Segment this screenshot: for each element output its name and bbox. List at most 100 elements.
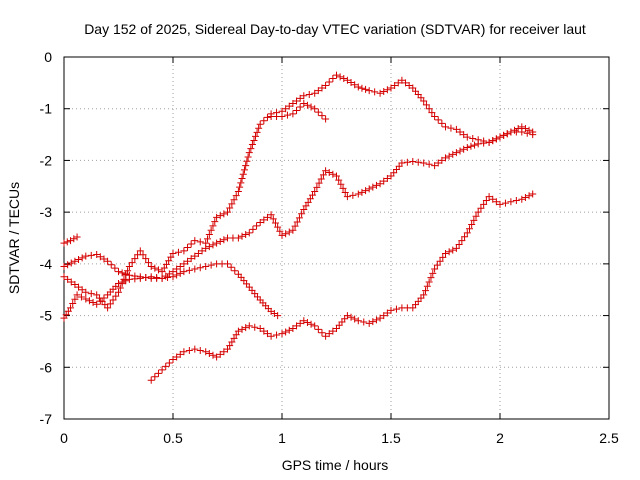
data-point (202, 348, 210, 356)
data-point (60, 262, 68, 270)
data-point (422, 287, 430, 295)
data-point (383, 309, 391, 317)
data-point (247, 145, 255, 153)
data-point (269, 215, 277, 223)
data-point (304, 198, 312, 206)
data-point (512, 197, 520, 205)
data-point (285, 326, 293, 334)
data-point (452, 149, 460, 157)
data-point (63, 238, 71, 246)
data-point (185, 346, 193, 354)
data-point (256, 218, 264, 226)
data-point (398, 159, 406, 167)
data-point (227, 263, 235, 271)
data-point (234, 327, 242, 335)
data-point (289, 325, 297, 332)
data-point (518, 128, 526, 136)
series-1 (60, 233, 81, 247)
data-point (253, 128, 261, 136)
data-point (180, 348, 188, 356)
data-point (180, 247, 188, 255)
data-point (398, 76, 406, 84)
series-4 (60, 71, 537, 312)
data-point (209, 222, 217, 230)
data-point (251, 323, 259, 331)
data-point (360, 318, 368, 326)
data-point (376, 180, 384, 188)
data-point (306, 195, 314, 203)
data-point (207, 261, 215, 269)
data-point (112, 292, 120, 300)
data-point (351, 315, 359, 323)
data-point (303, 318, 311, 326)
data-point (314, 108, 322, 116)
data-point (176, 269, 184, 277)
data-point (302, 202, 310, 210)
data-point (122, 271, 130, 279)
data-point (431, 112, 439, 120)
data-point (271, 219, 279, 227)
data-point (184, 243, 192, 251)
data-point (492, 198, 500, 206)
x-tick-label-3: 1.5 (381, 430, 401, 446)
data-point (238, 325, 246, 333)
data-point (162, 272, 170, 280)
data-point (315, 179, 323, 187)
plot-frame (63, 56, 610, 420)
data-point (104, 304, 112, 312)
y-tick-labels: 0 -1 -2 -3 -4 -5 -6 -7 (40, 49, 53, 427)
data-point (70, 235, 78, 243)
data-point (216, 350, 224, 358)
data-point (267, 211, 275, 219)
data-point (71, 281, 79, 289)
data-point (238, 175, 246, 183)
data-point (296, 103, 304, 111)
data-point (154, 266, 162, 274)
data-point (420, 159, 428, 167)
data-point (142, 255, 150, 263)
data-point (234, 234, 242, 242)
data-point (460, 131, 468, 139)
data-point (325, 168, 333, 176)
x-tick-labels: 0 0.5 1 1.5 2 2.5 (60, 430, 619, 446)
series-3 (60, 123, 537, 282)
data-point (216, 212, 224, 220)
data-point (298, 210, 306, 218)
data-point (245, 149, 253, 157)
data-point (436, 257, 444, 265)
data-point (226, 204, 234, 212)
data-point (314, 325, 322, 333)
data-point (115, 288, 122, 296)
data-point (147, 262, 155, 270)
data-point (237, 179, 245, 187)
data-point (151, 264, 159, 272)
data-point (285, 228, 293, 236)
data-point (245, 322, 253, 330)
data-point (425, 160, 433, 168)
data-point (380, 312, 388, 320)
data-point (434, 116, 442, 124)
data-point (174, 248, 182, 256)
data-point (204, 235, 212, 243)
data-point (191, 252, 199, 260)
data-point (191, 345, 199, 353)
data-point (293, 322, 301, 330)
y-tick-label-5: -5 (40, 308, 53, 324)
data-point (442, 250, 449, 258)
data-point (184, 257, 192, 265)
data-point (231, 267, 239, 275)
data-point (470, 216, 478, 224)
data-point (244, 153, 252, 161)
data-point (232, 331, 240, 339)
data-point (67, 304, 75, 312)
data-point (380, 87, 388, 95)
data-point (295, 214, 303, 222)
data-point (255, 124, 263, 132)
data-point (336, 73, 344, 81)
data-point (511, 126, 519, 134)
data-point (376, 314, 384, 322)
data-point (187, 255, 195, 263)
data-point (209, 351, 217, 359)
data-point (191, 237, 199, 245)
